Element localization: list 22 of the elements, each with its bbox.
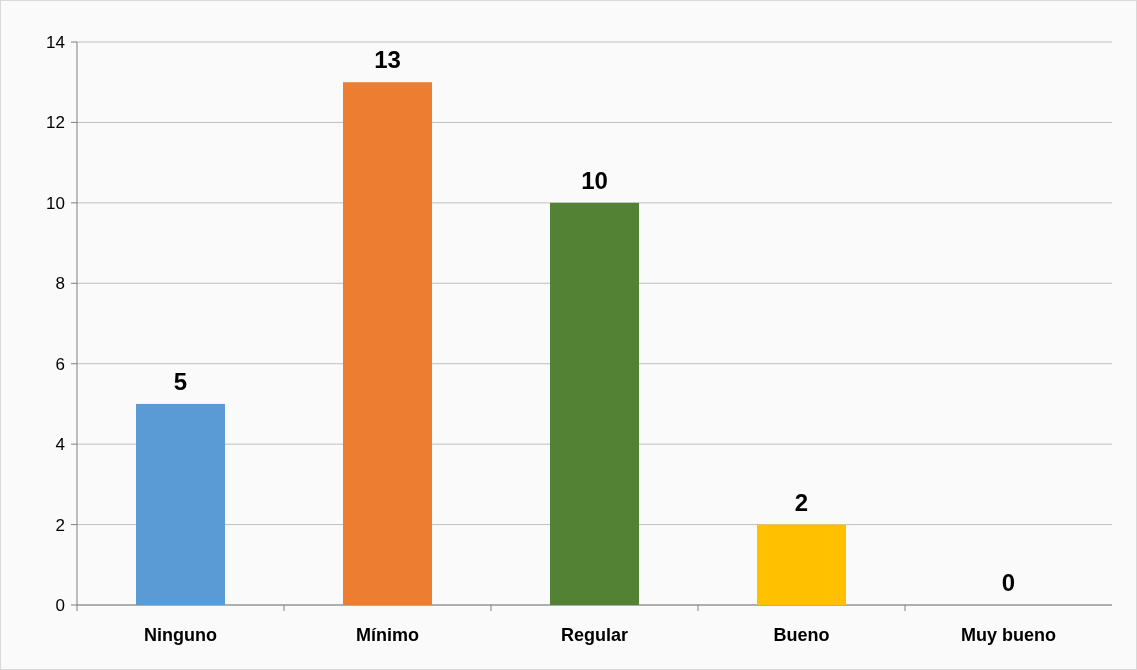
data-label: 0 — [1001, 569, 1016, 596]
x-tick-label: Bueno — [773, 625, 830, 645]
x-tick-label: Regular — [560, 625, 629, 645]
y-tick-label: 0 — [55, 595, 65, 615]
bar — [343, 82, 433, 605]
y-tick-label: 14 — [46, 32, 65, 52]
x-tick-label: Ninguno — [144, 625, 217, 645]
bar — [550, 202, 640, 605]
x-tick-label: Muy bueno — [961, 625, 1056, 645]
data-label: 5 — [173, 367, 188, 395]
data-label: 13 — [374, 46, 401, 74]
bar — [757, 524, 847, 605]
y-tick-label: 12 — [46, 113, 65, 133]
x-tick-label: Mínimo — [356, 625, 419, 645]
y-tick-label: 8 — [55, 274, 65, 294]
y-tick-label: 10 — [46, 193, 65, 213]
data-label: 10 — [581, 166, 608, 194]
y-tick-label: 4 — [55, 435, 65, 455]
data-label: 2 — [794, 488, 809, 516]
bar — [136, 403, 226, 605]
y-tick-label: 6 — [55, 354, 65, 374]
y-tick-label: 2 — [55, 515, 65, 535]
